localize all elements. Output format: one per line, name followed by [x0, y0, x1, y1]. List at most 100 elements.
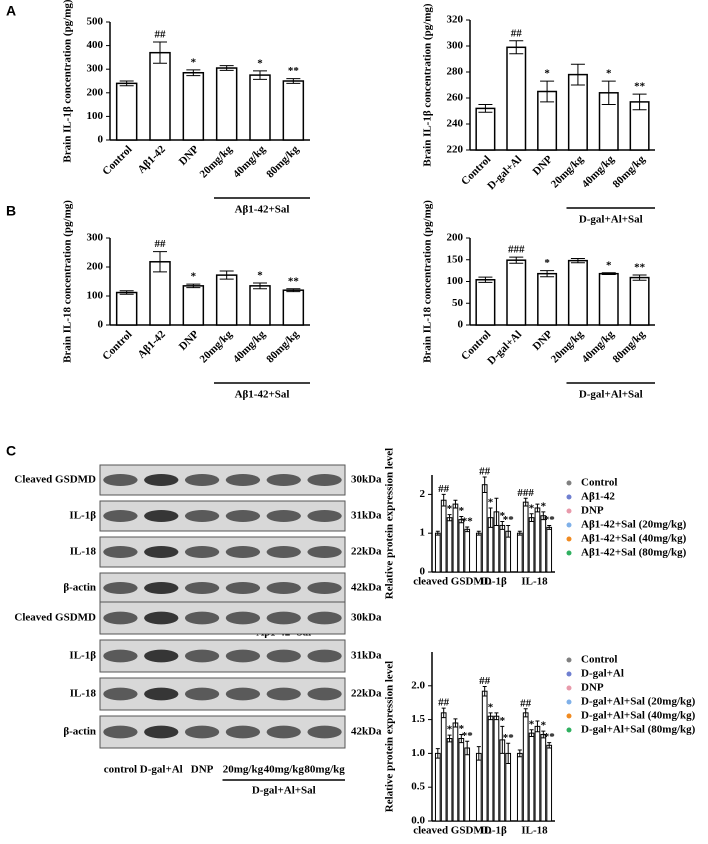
- error-bar: [482, 476, 487, 493]
- significance: *: [488, 701, 494, 713]
- y-tick-label: 200: [87, 86, 104, 98]
- legend-marker: [566, 685, 572, 691]
- panel-letter: B: [6, 203, 16, 219]
- y-tick-label: 500: [87, 16, 104, 28]
- error-bar: [517, 749, 522, 758]
- bar: [452, 503, 459, 573]
- error-bar: [523, 497, 528, 507]
- blot-band: [225, 546, 261, 558]
- significance: *: [529, 502, 535, 514]
- y-tick-label: 100: [87, 110, 104, 122]
- bar: [282, 289, 305, 326]
- y-tick-label: 300: [87, 232, 104, 244]
- x-tick-label: IL-18: [521, 576, 548, 588]
- legend-marker: [566, 494, 572, 500]
- blot-band: [225, 510, 261, 522]
- group-label: D-gal+Al+Sal: [579, 389, 643, 401]
- error-bar: [459, 733, 464, 744]
- bar: [475, 532, 482, 573]
- blot-band: [103, 474, 138, 486]
- legend-marker: [566, 550, 572, 556]
- bar: [182, 285, 205, 326]
- significance: **: [503, 732, 515, 744]
- legend-label: Aβ1-42: [581, 491, 615, 503]
- y-tick-label: 400: [87, 39, 104, 51]
- legend-marker: [566, 508, 572, 514]
- error-bar: [153, 41, 167, 64]
- row-label: IL-1β: [69, 510, 96, 522]
- significance: **: [634, 262, 646, 274]
- x-tick-label: 20mg/kg: [549, 153, 586, 190]
- significance: *: [500, 715, 506, 727]
- y-tick-label: 0.5: [411, 781, 425, 793]
- bar: [446, 517, 453, 573]
- y-tick-label: 1.0: [411, 747, 425, 759]
- x-tick-label: Control: [100, 143, 134, 177]
- error-bar: [540, 80, 555, 103]
- blot-band: [225, 611, 261, 625]
- blot-image: [99, 500, 346, 532]
- blot-band: [307, 474, 342, 486]
- bar: [458, 738, 465, 822]
- blot-band: [103, 649, 138, 663]
- blot-band: [144, 546, 179, 558]
- y-tick-label: 300: [87, 63, 104, 75]
- error-bar: [119, 290, 134, 295]
- kda-label: 42kDa: [351, 726, 382, 738]
- blot-band: [225, 687, 261, 701]
- x-tick-label: 80mg/kg: [610, 153, 647, 190]
- error-bar: [476, 746, 481, 761]
- error-bar: [476, 530, 481, 536]
- x-tick-label: DNP: [531, 328, 556, 353]
- y-tick-label: 320: [447, 14, 464, 26]
- error-bar: [506, 524, 511, 538]
- bar: [215, 274, 238, 326]
- significance: *: [191, 271, 197, 283]
- legend-marker: [566, 536, 572, 542]
- blot-band: [144, 582, 179, 594]
- y-tick-label: 150: [447, 253, 464, 265]
- blot-band: [184, 510, 220, 522]
- lane-label: D-gal+Al: [140, 764, 183, 776]
- blot-band: [184, 611, 220, 625]
- error-bar: [529, 729, 534, 737]
- error-bar: [494, 497, 499, 526]
- legend-label: Aβ1-42+Sal (40mg/kg): [581, 533, 687, 545]
- blot-band: [225, 649, 261, 663]
- legend-marker: [566, 522, 572, 528]
- x-tick-label: IL-1β: [480, 825, 507, 837]
- blot-band: [266, 474, 301, 486]
- blot-band: [184, 474, 220, 486]
- blot-band: [266, 611, 301, 625]
- blot-band: [184, 725, 220, 739]
- legend-label: D-gal+Al+Sal (20mg/kg): [581, 696, 696, 708]
- bar: [464, 528, 471, 573]
- bar: [487, 715, 494, 822]
- y-axis-label: Relative protein expression level: [384, 661, 396, 812]
- lane-label: 80mg/kg: [304, 764, 345, 776]
- legend-marker: [566, 727, 572, 733]
- blot-band: [103, 725, 138, 739]
- bar: [540, 733, 547, 822]
- significance: **: [288, 65, 300, 77]
- bar: [434, 532, 441, 573]
- x-tick-label: Control: [100, 328, 134, 362]
- error-bar: [547, 524, 552, 530]
- legend-label: D-gal+Al+Sal (40mg/kg): [581, 710, 696, 722]
- error-bar: [186, 283, 201, 289]
- row-label: IL-18: [70, 546, 97, 558]
- legend-marker: [566, 713, 572, 719]
- y-tick-label: 50: [452, 297, 464, 309]
- error-bar: [435, 748, 440, 759]
- blot-band: [103, 611, 138, 625]
- significance: *: [606, 259, 612, 271]
- blot-band: [144, 611, 179, 625]
- blot-image: [99, 572, 346, 604]
- blot-band: [184, 546, 220, 558]
- error-bar: [186, 69, 201, 77]
- significance: **: [288, 275, 300, 287]
- x-tick-label: D-gal+Al: [485, 153, 524, 192]
- legend-label: Control: [581, 654, 617, 666]
- significance: *: [459, 723, 465, 735]
